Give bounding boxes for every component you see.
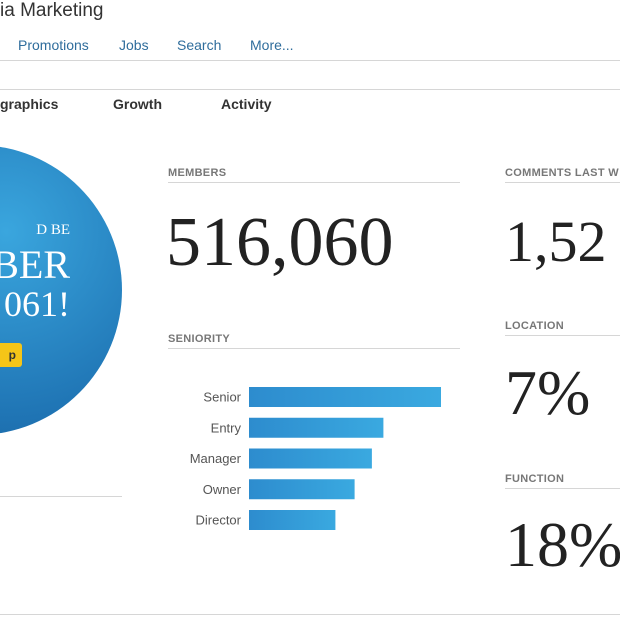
bar-label: Senior xyxy=(203,390,241,405)
bar xyxy=(249,448,372,469)
bar-label: Manager xyxy=(190,451,242,466)
stat-label: FUNCTION xyxy=(505,473,565,485)
stat-value: 18% xyxy=(505,509,620,580)
divider xyxy=(505,488,620,489)
divider xyxy=(505,335,620,336)
divider xyxy=(168,348,460,349)
promo-text: D BE BER 061! xyxy=(0,0,70,620)
nav-link[interactable]: Search xyxy=(177,37,222,53)
group-title: ia Marketing xyxy=(0,0,104,21)
promo-line: BER xyxy=(0,242,70,287)
bar-label: Owner xyxy=(203,482,242,497)
tab[interactable]: Growth xyxy=(113,96,162,112)
divider xyxy=(0,496,122,497)
bar-label: Entry xyxy=(211,420,242,435)
bar xyxy=(249,510,336,530)
bar xyxy=(249,417,384,438)
tab[interactable]: graphics xyxy=(0,96,59,112)
nav-link[interactable]: Jobs xyxy=(119,37,149,53)
divider xyxy=(505,182,620,183)
stat-label: LOCATION xyxy=(505,320,565,332)
bar xyxy=(249,387,441,407)
divider xyxy=(0,89,620,90)
promo-line: 061! xyxy=(4,284,70,324)
stat-value: 7% xyxy=(505,357,591,428)
nav-link[interactable]: More... xyxy=(250,37,294,53)
stat-value: 516,060 xyxy=(166,204,394,281)
chart-title: SENIORITY xyxy=(168,333,230,345)
promo-line: D BE xyxy=(36,222,70,238)
nav-link[interactable]: Promotions xyxy=(18,37,89,53)
tab[interactable]: Activity xyxy=(221,96,272,112)
join-button[interactable]: p xyxy=(0,343,22,367)
stat-label: MEMBERS xyxy=(168,167,227,179)
bar xyxy=(249,479,355,500)
bar-label: Director xyxy=(195,513,241,528)
divider xyxy=(168,182,460,183)
divider xyxy=(0,614,620,615)
divider xyxy=(0,60,620,61)
stat-label: COMMENTS LAST W xyxy=(505,167,619,179)
stat-value: 1,52 xyxy=(505,209,607,274)
